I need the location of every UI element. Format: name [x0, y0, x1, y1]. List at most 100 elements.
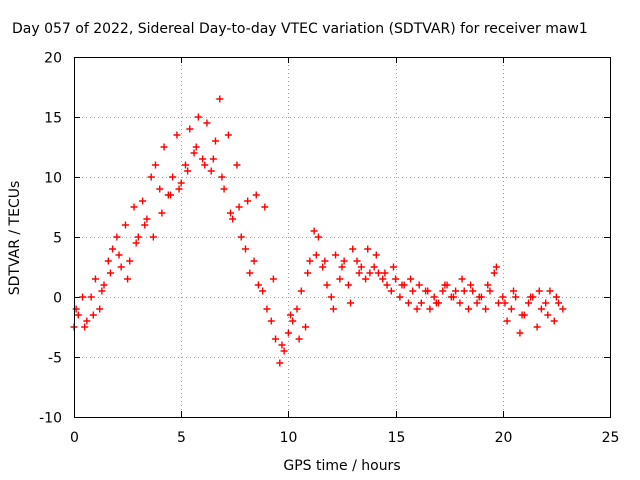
- data-point: [535, 287, 543, 295]
- data-point: [357, 263, 365, 271]
- data-point: [126, 257, 134, 265]
- data-point: [432, 299, 440, 307]
- data-point: [490, 269, 498, 277]
- data-point: [323, 281, 331, 289]
- data-point: [278, 341, 286, 349]
- data-point: [143, 215, 151, 223]
- data-point: [383, 281, 391, 289]
- data-point: [246, 269, 254, 277]
- data-point: [469, 287, 477, 295]
- data-point: [396, 293, 404, 301]
- data-point: [175, 185, 183, 193]
- data-point: [244, 197, 252, 205]
- data-point: [259, 287, 267, 295]
- data-point: [372, 251, 380, 259]
- data-point: [426, 305, 434, 313]
- data-point: [559, 305, 567, 313]
- data-point: [104, 257, 112, 265]
- x-tick-label: 0: [70, 430, 79, 446]
- x-axis-label: GPS time / hours: [283, 458, 400, 474]
- data-point: [121, 221, 129, 229]
- y-tick-label: 0: [53, 291, 62, 307]
- y-tick-label: -10: [39, 411, 62, 427]
- data-point: [186, 125, 194, 133]
- data-point: [441, 281, 449, 289]
- data-point: [166, 191, 174, 199]
- data-point: [149, 233, 157, 241]
- data-point: [452, 287, 460, 295]
- data-point: [503, 317, 511, 325]
- data-point: [156, 185, 164, 193]
- y-tick-label: 15: [44, 111, 62, 127]
- data-point: [74, 311, 82, 319]
- data-points: [70, 95, 567, 367]
- axis-ticks: 0 5 10 15 20 25 -10 -5 0 5 10 15 20: [39, 51, 619, 447]
- data-point: [533, 323, 541, 331]
- data-point: [552, 293, 560, 301]
- data-point: [518, 311, 526, 319]
- data-point: [269, 275, 277, 283]
- data-point: [227, 209, 235, 217]
- data-point: [525, 299, 533, 307]
- data-point: [235, 203, 243, 211]
- data-point: [544, 311, 552, 319]
- grid: [74, 57, 610, 417]
- data-point: [194, 113, 202, 121]
- data-point: [430, 293, 438, 301]
- x-tick-label: 10: [280, 430, 298, 446]
- data-point: [381, 269, 389, 277]
- data-point: [190, 149, 198, 157]
- data-point: [415, 281, 423, 289]
- data-point: [495, 299, 503, 307]
- data-point: [374, 269, 382, 277]
- data-point: [79, 293, 87, 301]
- x-tick-label: 15: [388, 430, 406, 446]
- data-point: [89, 311, 97, 319]
- data-point: [252, 191, 260, 199]
- data-point: [87, 293, 95, 301]
- data-point: [134, 233, 142, 241]
- data-point: [181, 161, 189, 169]
- data-point: [413, 305, 421, 313]
- data-point: [321, 257, 329, 265]
- data-point: [550, 317, 558, 325]
- data-point: [482, 305, 490, 313]
- data-point: [492, 263, 500, 271]
- y-tick-label: -5: [48, 351, 62, 367]
- data-point: [192, 143, 200, 151]
- data-point: [229, 215, 237, 223]
- data-point: [464, 305, 472, 313]
- data-point: [512, 293, 520, 301]
- x-tick-label: 5: [177, 430, 186, 446]
- data-point: [347, 299, 355, 307]
- data-point: [267, 317, 275, 325]
- data-point: [370, 263, 378, 271]
- data-point: [254, 281, 262, 289]
- data-point: [141, 221, 149, 229]
- data-point: [555, 299, 563, 307]
- data-point: [527, 293, 535, 301]
- data-point: [310, 227, 318, 235]
- data-point: [473, 299, 481, 307]
- data-point: [516, 329, 524, 337]
- data-point: [209, 155, 217, 163]
- data-point: [304, 269, 312, 277]
- data-point: [139, 197, 147, 205]
- data-point: [424, 287, 432, 295]
- data-point: [475, 293, 483, 301]
- data-point: [203, 119, 211, 127]
- data-point: [332, 251, 340, 259]
- data-point: [173, 131, 181, 139]
- data-point: [169, 173, 177, 181]
- data-point: [439, 287, 447, 295]
- data-point: [158, 209, 166, 217]
- data-point: [542, 299, 550, 307]
- y-tick-label: 10: [44, 171, 62, 187]
- data-point: [387, 287, 395, 295]
- data-point: [353, 257, 361, 265]
- data-point: [220, 185, 228, 193]
- data-point: [117, 263, 125, 271]
- data-point: [336, 275, 344, 283]
- data-point: [484, 281, 492, 289]
- data-point: [96, 305, 104, 313]
